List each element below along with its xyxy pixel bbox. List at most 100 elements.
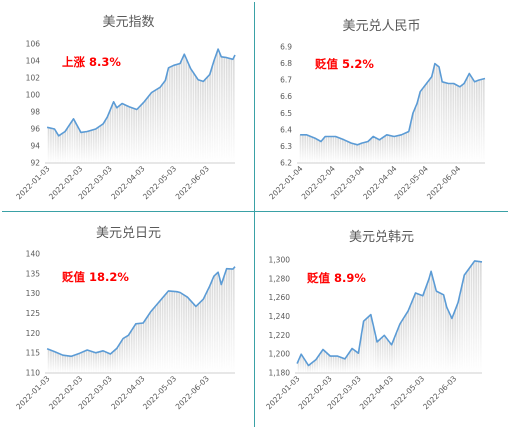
chart-panel-usd-index: 美元指数 92 94 96 98 100 102 104 106 2022-01-03 2022-0… [2,2,255,212]
area-column [351,143,354,163]
area-column [109,353,112,373]
series-line [296,260,483,367]
area-column [187,64,190,163]
area-column [116,347,119,373]
area-column [199,301,202,373]
area-column [140,323,143,373]
chart-panel-usd-jpy: 美元兑日元 110 115 120 125 130 135 140 2022-01-03 2022… [2,212,255,427]
area-column [332,136,335,163]
y-tick-label: 1,300 [269,256,291,265]
area-column [192,303,195,373]
y-tick-label: 120 [26,329,41,338]
chart-panel-usd-cny: 美元兑人民币 6.2 6.3 6.4 6.5 6.6 6.7 6.8 6.9 2022-01-04… [255,2,508,212]
area-column [216,273,219,373]
area-column [92,129,95,163]
area-column [223,57,226,163]
area-column [232,268,235,373]
area-column [334,136,337,163]
area-column [410,121,412,163]
area-column [386,339,389,373]
area-column [325,352,328,373]
y-tick-label: 6.7 [280,76,292,85]
area-column [90,130,93,163]
area-column [309,364,312,373]
area-column [412,112,415,163]
area-column [381,137,384,163]
area-column [337,137,339,163]
area-column [321,351,323,373]
area-column [114,104,116,163]
area-column [454,84,457,163]
area-column [137,323,140,373]
y-tick-label: 92 [30,159,40,168]
y-tick-label: 1,180 [269,369,291,378]
area-column [459,86,462,163]
area-column [206,290,209,373]
area-column [353,143,356,163]
area-column [475,80,478,163]
chart-title: 美元兑人民币 [342,19,420,34]
area-column [61,133,64,163]
area-column [309,136,311,163]
area-column [204,79,207,163]
area-column [407,310,410,373]
area-column [353,350,356,373]
area-column [400,321,403,373]
area-column [431,75,433,163]
area-column [421,295,424,373]
area-column [480,79,483,163]
x-tick-label: 2022-06-03 [174,164,211,201]
area-column [121,103,124,163]
area-column [480,261,482,373]
area-column [161,297,164,373]
area-column [199,80,202,163]
area-column [204,295,207,373]
area-column [173,291,176,373]
area-column [159,87,162,163]
area-column [218,277,221,373]
area-column [116,107,119,163]
area-column [360,333,363,373]
area-column [114,349,116,373]
area-column [363,320,365,373]
area-column [464,81,466,163]
area-column [372,325,375,373]
area-column [197,304,200,373]
area-column [64,131,67,163]
area-column [183,55,185,163]
area-column [83,131,86,163]
area-column [433,282,435,373]
area-column [477,261,480,373]
area-column [372,136,375,163]
chart-svg: 美元兑韩元 1,180 1,200 1,220 1,240 1,260 1,280 1,300… [264,230,483,411]
area-column [468,268,470,373]
area-column [166,72,169,163]
area-column [314,360,316,373]
y-tick-label: 96 [30,125,40,134]
area-column [156,88,159,163]
area-column [88,350,90,373]
area-column [142,102,145,163]
area-column [302,357,304,373]
area-column [328,354,330,373]
area-column [365,318,368,373]
area-column [389,135,391,163]
area-column [228,268,230,373]
area-column [458,294,461,373]
area-column [52,351,55,373]
area-column [409,304,412,373]
area-column [187,298,190,373]
area-column [145,99,147,163]
area-column [407,131,410,163]
area-column [211,279,214,373]
area-column [454,310,456,373]
area-column [395,332,398,373]
area-column [384,135,386,163]
x-tick-label: 2022-06-03 [421,374,458,411]
area-column [483,78,485,163]
area-column [54,130,57,163]
area-column [471,77,473,163]
area-column [325,136,328,163]
area-column [206,76,209,163]
x-tick-label: 2022-05-03 [141,374,178,411]
